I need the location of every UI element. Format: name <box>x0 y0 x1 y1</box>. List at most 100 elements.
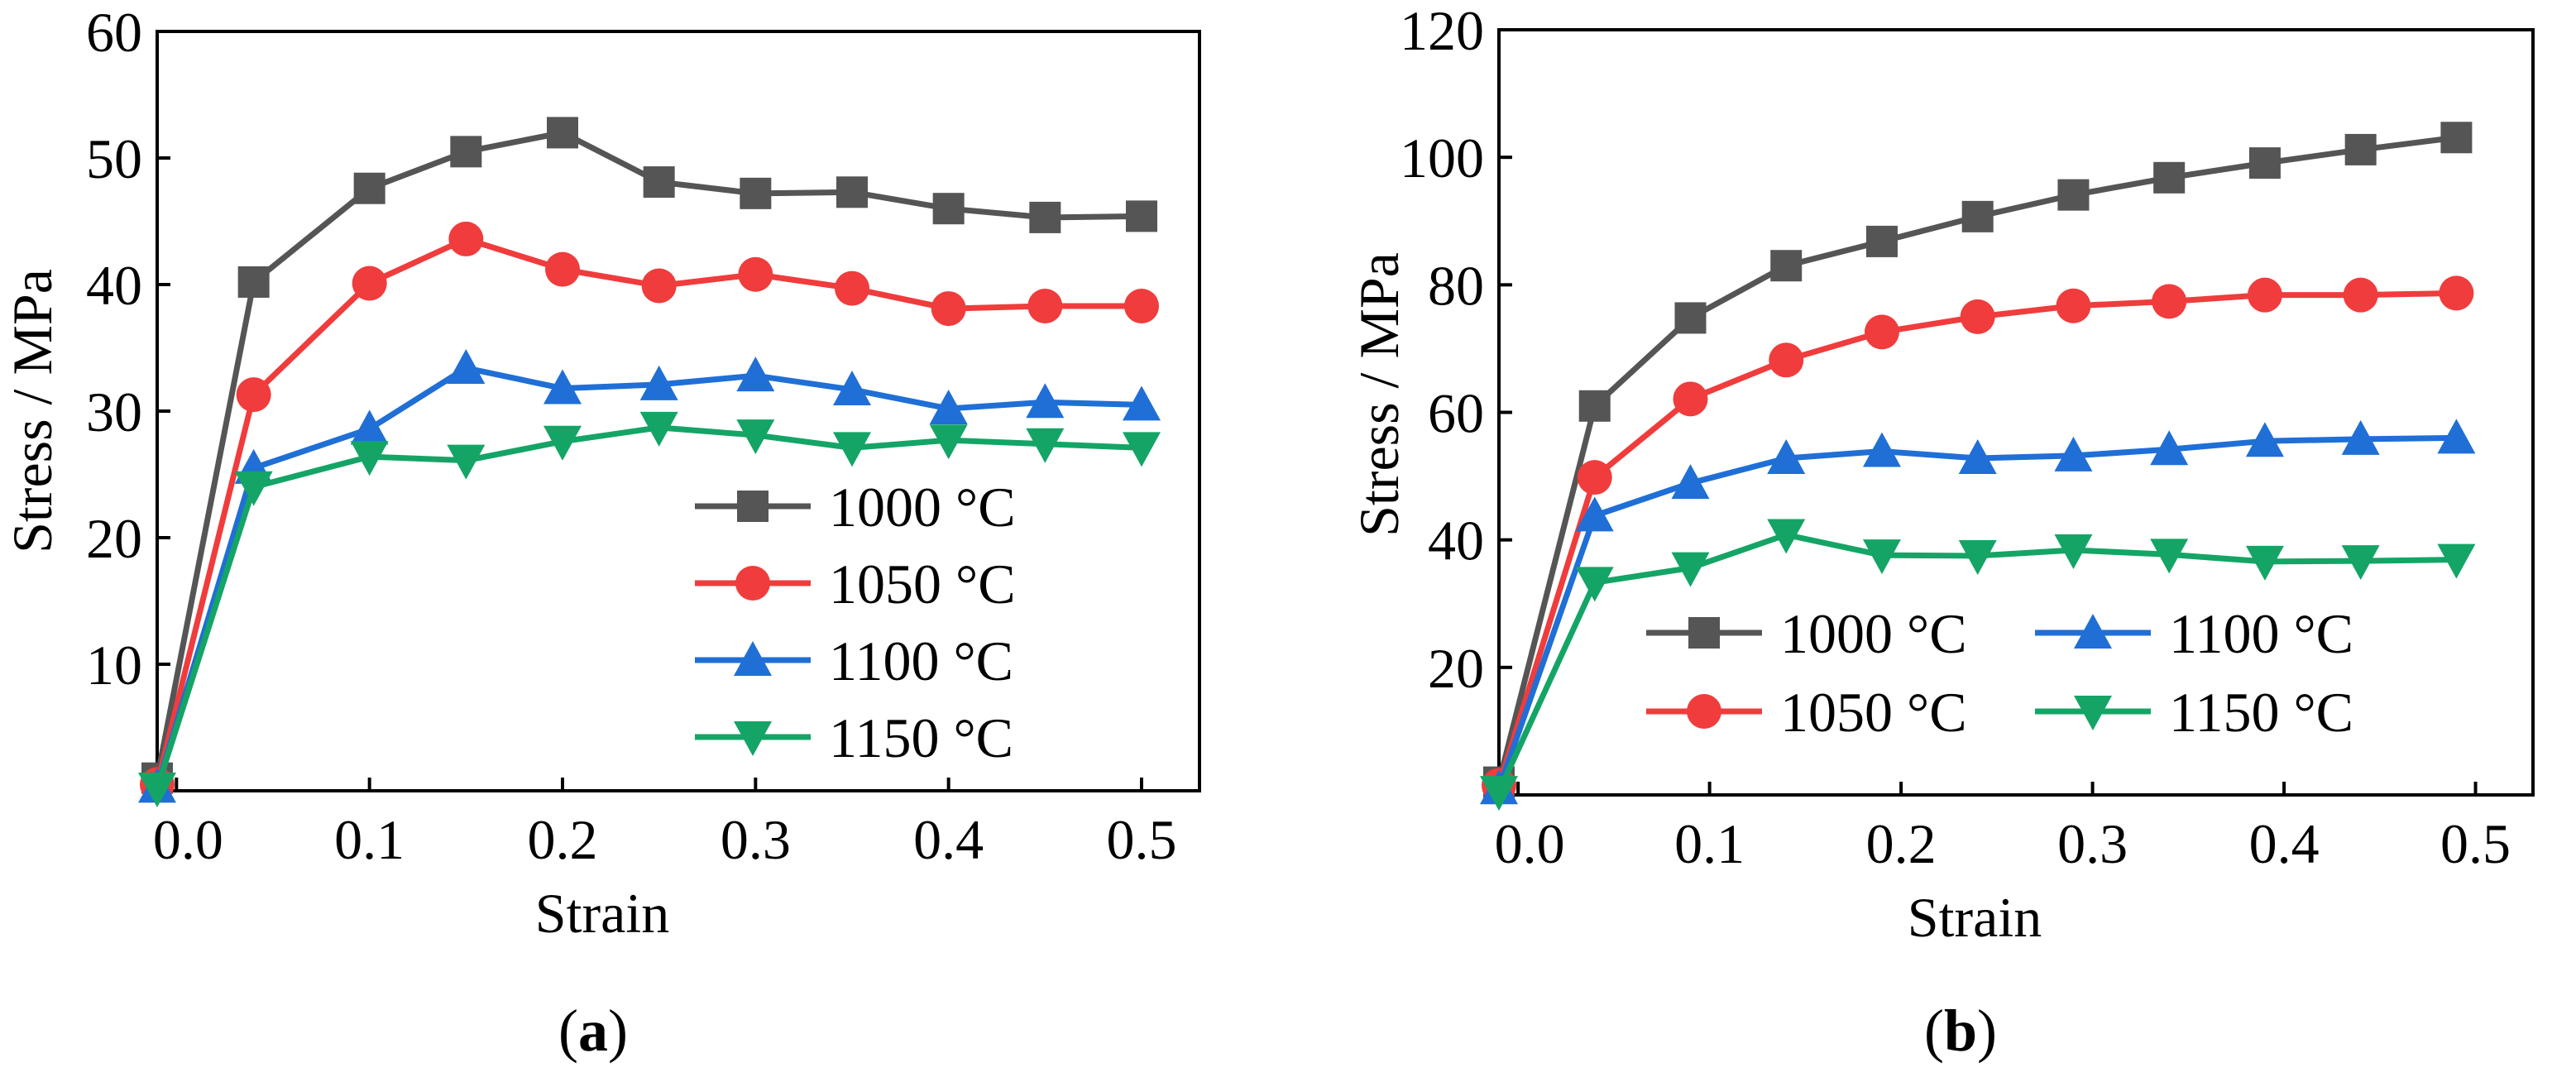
data-point-b <box>2343 277 2378 313</box>
data-point-b <box>2341 419 2380 455</box>
x-tick-label-b: 0.3 <box>2057 812 2128 875</box>
data-point-a <box>929 424 968 460</box>
data-point-b <box>1673 381 1708 417</box>
data-point-b <box>2054 534 2093 569</box>
legend-item-b: 1100 °C <box>2035 602 2353 665</box>
data-point-b <box>1862 539 1901 575</box>
data-point-a <box>543 425 582 461</box>
y-tick-label-b: 20 <box>1428 637 1484 700</box>
data-point-a <box>450 136 482 168</box>
data-point-b <box>2437 543 2476 579</box>
legend-marker-b <box>2074 696 2112 730</box>
series-b-3 <box>1480 519 2476 811</box>
data-point-a <box>1123 432 1161 467</box>
data-point-b <box>1958 539 1997 575</box>
panel-label-b: (b) <box>1924 998 1997 1064</box>
y-tick-label-a: 20 <box>86 507 142 570</box>
data-point-b <box>1864 314 1899 350</box>
legend-label-b: 1150 °C <box>2169 681 2353 744</box>
x-tick-label-b: 0.0 <box>1495 812 1565 875</box>
legend-item-a: 1150 °C <box>695 706 1013 769</box>
data-point-a <box>643 166 675 199</box>
data-point-b <box>1767 439 1806 474</box>
data-point-a <box>1026 428 1065 463</box>
y-tick-label-a: 10 <box>86 634 142 696</box>
legend-label-b: 1000 °C <box>1780 602 1967 665</box>
data-point-b <box>1671 464 1710 500</box>
x-tick-label-a: 0.4 <box>913 808 984 871</box>
data-point-a <box>931 291 966 327</box>
data-point-b <box>1674 302 1707 334</box>
data-point-a <box>738 256 773 292</box>
x-tick-label-a: 0.2 <box>528 808 598 871</box>
y-tick-label-b: 40 <box>1428 510 1484 572</box>
chart-panel-a: 0.0 0.1 0.2 0.3 0.4 0.5 10 20 30 40 50 60 1000 °C 105… <box>1 1 1201 1064</box>
x-axis-title-a: Strain <box>535 882 669 945</box>
data-point-a <box>1027 289 1063 324</box>
data-point-a <box>932 193 965 225</box>
data-point-b <box>1767 519 1806 554</box>
data-point-b <box>1769 342 1804 378</box>
series-a-2 <box>138 348 1161 803</box>
data-point-b <box>1865 225 1898 257</box>
x-tick-label-a: 0.5 <box>1107 808 1177 871</box>
data-point-a <box>448 221 484 256</box>
data-point-b <box>2150 430 2189 466</box>
data-point-a <box>447 348 486 384</box>
data-point-a <box>639 411 678 447</box>
legend-marker-b <box>2074 614 2112 649</box>
plot-area-a: 0.0 0.1 0.2 0.3 0.4 0.5 10 20 30 40 50 60 1000 °C 105… <box>86 1 1201 871</box>
legend-item-a: 1000 °C <box>695 476 1016 538</box>
data-point-b <box>2344 133 2377 165</box>
data-point-b <box>1577 460 1612 495</box>
x-tick-label-b: 0.5 <box>2440 812 2511 875</box>
legend-item-b: 1000 °C <box>1646 602 1967 665</box>
y-tick-label-a: 50 <box>86 127 142 190</box>
data-point-a <box>833 432 871 467</box>
legend-marker-b <box>1688 617 1720 649</box>
y-tick-label-a: 60 <box>86 1 142 64</box>
legend-label-a: 1150 °C <box>829 706 1013 769</box>
y-tick-label-b: 60 <box>1428 382 1484 445</box>
data-point-a <box>237 266 270 298</box>
data-point-b <box>2057 179 2090 211</box>
data-point-a <box>1124 289 1159 324</box>
legend-b: 1000 °C 1050 °C 1100 °C 1150 °C <box>1646 602 2353 744</box>
data-point-b <box>1770 250 1803 282</box>
legend-label-a: 1000 °C <box>829 476 1016 538</box>
data-point-b <box>2054 436 2093 471</box>
series-a-3 <box>138 411 1161 807</box>
legend-label-a: 1100 °C <box>829 629 1013 692</box>
data-point-b <box>1862 432 1901 467</box>
series-b-0 <box>1483 122 2473 798</box>
legend-label-b: 1050 °C <box>1780 681 1967 744</box>
data-point-a <box>736 357 775 392</box>
y-tick-label-b: 100 <box>1400 127 1484 189</box>
legend-item-b: 1150 °C <box>2035 681 2353 744</box>
data-point-b <box>2150 538 2189 574</box>
data-point-b <box>2437 419 2476 454</box>
data-point-a <box>736 419 775 455</box>
y-tick-label-b: 80 <box>1428 254 1484 317</box>
x-tick-label-a: 0.3 <box>721 808 791 871</box>
legend-marker-a <box>734 641 772 676</box>
legend-label-b: 1100 °C <box>2169 602 2353 665</box>
data-point-a <box>350 441 389 476</box>
legend-item-a: 1050 °C <box>695 553 1016 615</box>
legend-marker-a <box>734 721 772 756</box>
data-point-a <box>1126 200 1157 232</box>
data-point-a <box>740 177 772 209</box>
data-point-b <box>1960 299 1995 334</box>
data-point-a <box>545 251 580 287</box>
data-point-a <box>547 117 578 149</box>
data-point-b <box>2341 545 2380 581</box>
data-point-a <box>639 365 678 400</box>
data-point-b <box>1578 390 1611 422</box>
data-point-a <box>236 377 271 413</box>
data-point-b <box>2153 161 2186 194</box>
x-axis-title-b: Strain <box>1908 886 2042 949</box>
x-tick-label-a: 0.0 <box>153 808 223 871</box>
y-tick-label-a: 40 <box>86 254 142 317</box>
y-tick-label-b: 120 <box>1400 0 1484 62</box>
